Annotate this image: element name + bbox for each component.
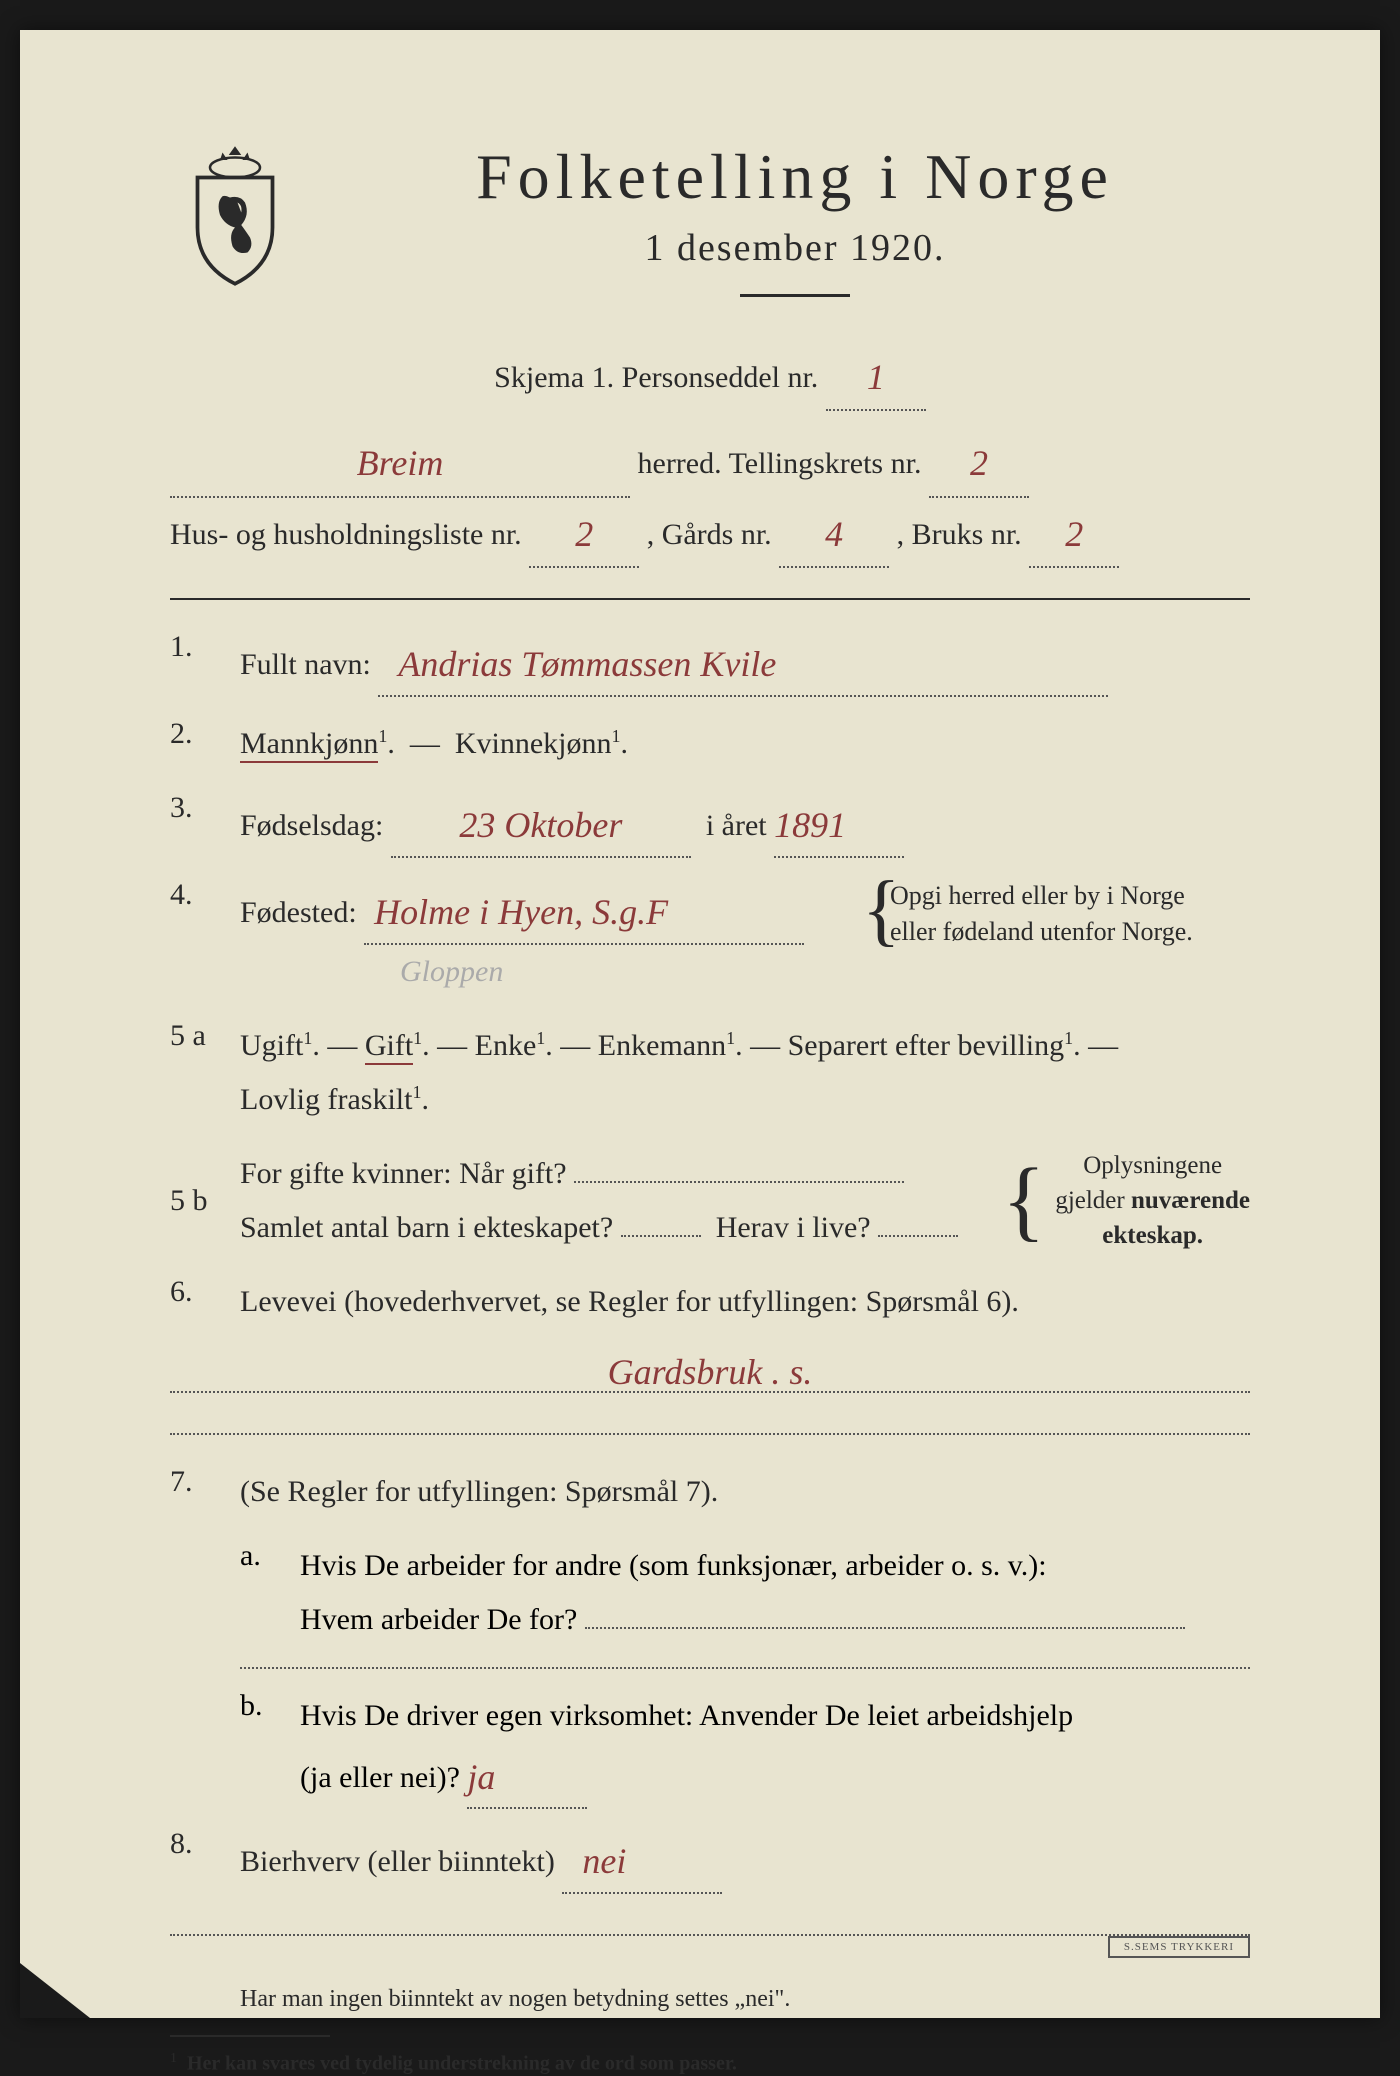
q4-label: Fødested:	[240, 896, 357, 929]
q7b-line2: (ja eller nei)?	[300, 1761, 460, 1794]
q6-num: 6.	[170, 1275, 240, 1329]
q2: 2. Mannkjønn1. — Kvinnekjønn1.	[170, 717, 1250, 771]
q5a-enke: Enke	[475, 1029, 537, 1062]
q4-note1: Opgi herred eller by i Norge	[890, 881, 1185, 910]
q4-num: 4.	[170, 878, 240, 999]
bruks-nr: 2	[1065, 514, 1083, 554]
q3-day: 23 Oktober	[459, 805, 622, 845]
coat-of-arms	[170, 140, 300, 290]
q1: 1. Fullt navn: Andrias Tømmassen Kvile	[170, 630, 1250, 697]
q1-label: Fullt navn:	[240, 648, 371, 681]
footer-note: Har man ingen biinntekt av nogen betydni…	[240, 1986, 1250, 2013]
q2-mann: Mannkjønn	[240, 727, 378, 763]
q5b-note2b: nuværende	[1131, 1187, 1250, 1214]
q5b-note2: gjelder	[1055, 1187, 1124, 1214]
q4-value: Holme i Hyen, S.g.F	[374, 892, 668, 932]
skjema-line: Skjema 1. Personseddel nr. 1	[170, 341, 1250, 411]
corner-tear	[20, 1963, 90, 2018]
q5a: 5 a Ugift1. — Gift1. — Enke1. — Enkemann…	[170, 1019, 1250, 1127]
header: Folketelling i Norge 1 desember 1920.	[170, 140, 1250, 331]
q7-label: (Se Regler for utfyllingen: Spørsmål 7).	[240, 1475, 718, 1508]
q4-brace: {	[862, 870, 900, 950]
footnote-rule	[170, 2035, 330, 2037]
section-divider-1	[170, 598, 1250, 600]
q7a-line1: Hvis De arbeider for andre (som funksjon…	[300, 1549, 1047, 1582]
q7a: a. Hvis De arbeider for andre (som funks…	[240, 1539, 1250, 1647]
q8: 8. Bierhverv (eller biinntekt) nei	[170, 1827, 1250, 1894]
husliste-label: Hus- og husholdningsliste nr.	[170, 518, 522, 551]
q7b-letter: b.	[240, 1689, 300, 1810]
q5b-label2: Samlet antal barn i ekteskapet?	[240, 1211, 613, 1244]
q7a-letter: a.	[240, 1539, 300, 1647]
q5a-fraskilt: Lovlig fraskilt	[240, 1083, 412, 1116]
q3-year-label: i året	[706, 809, 767, 842]
footnote: 1 Her kan svares ved tydelig understrekn…	[170, 2051, 1250, 2076]
gards-nr: 4	[825, 514, 843, 554]
q1-value: Andrias Tømmassen Kvile	[398, 644, 776, 684]
q5a-num: 5 a	[170, 1019, 240, 1127]
q5a-ugift: Ugift	[240, 1029, 303, 1062]
q8-num: 8.	[170, 1827, 240, 1894]
q7a-extra-line	[240, 1667, 1250, 1669]
q5b-label3: Herav i live?	[716, 1211, 871, 1244]
q5b: 5 b For gifte kvinner: Når gift? Samlet …	[170, 1147, 1250, 1255]
title-rule	[740, 294, 850, 297]
krets-nr: 2	[970, 443, 988, 483]
q7-num: 7.	[170, 1465, 240, 1519]
q5a-enkemann: Enkemann	[598, 1029, 726, 1062]
q7b: b. Hvis De driver egen virksomhet: Anven…	[240, 1689, 1250, 1810]
subtitle: 1 desember 1920.	[340, 226, 1250, 270]
footnote-text: Her kan svares ved tydelig understreknin…	[187, 2053, 737, 2075]
q8-value: nei	[582, 1841, 626, 1881]
q8-line2	[170, 1934, 1250, 1936]
title-block: Folketelling i Norge 1 desember 1920.	[340, 140, 1250, 331]
q4-faint: Gloppen	[400, 955, 503, 988]
q3-year: 1891	[774, 805, 846, 845]
q8-label: Bierhverv (eller biinntekt)	[240, 1845, 555, 1878]
skjema-label: Skjema 1. Personseddel nr.	[494, 361, 818, 394]
q5b-num: 5 b	[170, 1184, 240, 1218]
herred-value: Breim	[357, 443, 444, 483]
q2-num: 2.	[170, 717, 240, 771]
q6-value: Gardsbruk . s.	[608, 1352, 813, 1392]
q1-num: 1.	[170, 630, 240, 697]
census-form-page: Folketelling i Norge 1 desember 1920. Sk…	[20, 30, 1380, 2018]
q5b-label1: For gifte kvinner: Når gift?	[240, 1157, 567, 1190]
q2-kvinne: Kvinnekjønn	[455, 727, 612, 760]
q4-note2: eller fødeland utenfor Norge.	[890, 917, 1193, 946]
q7b-line1: Hvis De driver egen virksomhet: Anvender…	[300, 1699, 1073, 1732]
husliste-line: Hus- og husholdningsliste nr. 2 , Gårds …	[170, 498, 1250, 568]
bruks-label: , Bruks nr.	[897, 518, 1022, 551]
q7b-value: ja	[467, 1757, 495, 1797]
q5b-note: { Oplysningene gjelder nuværende ekteska…	[1002, 1148, 1250, 1253]
q6-label: Levevei (hovederhvervet, se Regler for u…	[240, 1285, 1019, 1318]
q3: 3. Fødselsdag: 23 Oktober i året 1891	[170, 791, 1250, 858]
q5b-note1: Oplysningene	[1083, 1152, 1222, 1179]
q5a-separert: Separert efter bevilling	[788, 1029, 1065, 1062]
q4: 4. Fødested: Holme i Hyen, S.g.F Gloppen…	[170, 878, 1250, 999]
herred-line: Breim herred. Tellingskrets nr. 2	[170, 427, 1250, 497]
q7: 7. (Se Regler for utfyllingen: Spørsmål …	[170, 1465, 1250, 1519]
q5b-note3: ekteskap.	[1102, 1222, 1203, 1249]
personseddel-nr: 1	[867, 357, 885, 397]
q7a-line2: Hvem arbeider De for?	[300, 1603, 577, 1636]
q3-num: 3.	[170, 791, 240, 858]
main-title: Folketelling i Norge	[340, 140, 1250, 214]
q5a-gift: Gift	[365, 1029, 413, 1065]
printer-stamp: S.SEMS TRYKKERI	[1108, 1936, 1250, 1958]
husliste-nr: 2	[575, 514, 593, 554]
herred-label: herred. Tellingskrets nr.	[638, 447, 922, 480]
q3-label: Fødselsdag:	[240, 809, 383, 842]
q6: 6. Levevei (hovederhvervet, se Regler fo…	[170, 1275, 1250, 1329]
q6-line2	[170, 1433, 1250, 1435]
gards-label: , Gårds nr.	[647, 518, 772, 551]
